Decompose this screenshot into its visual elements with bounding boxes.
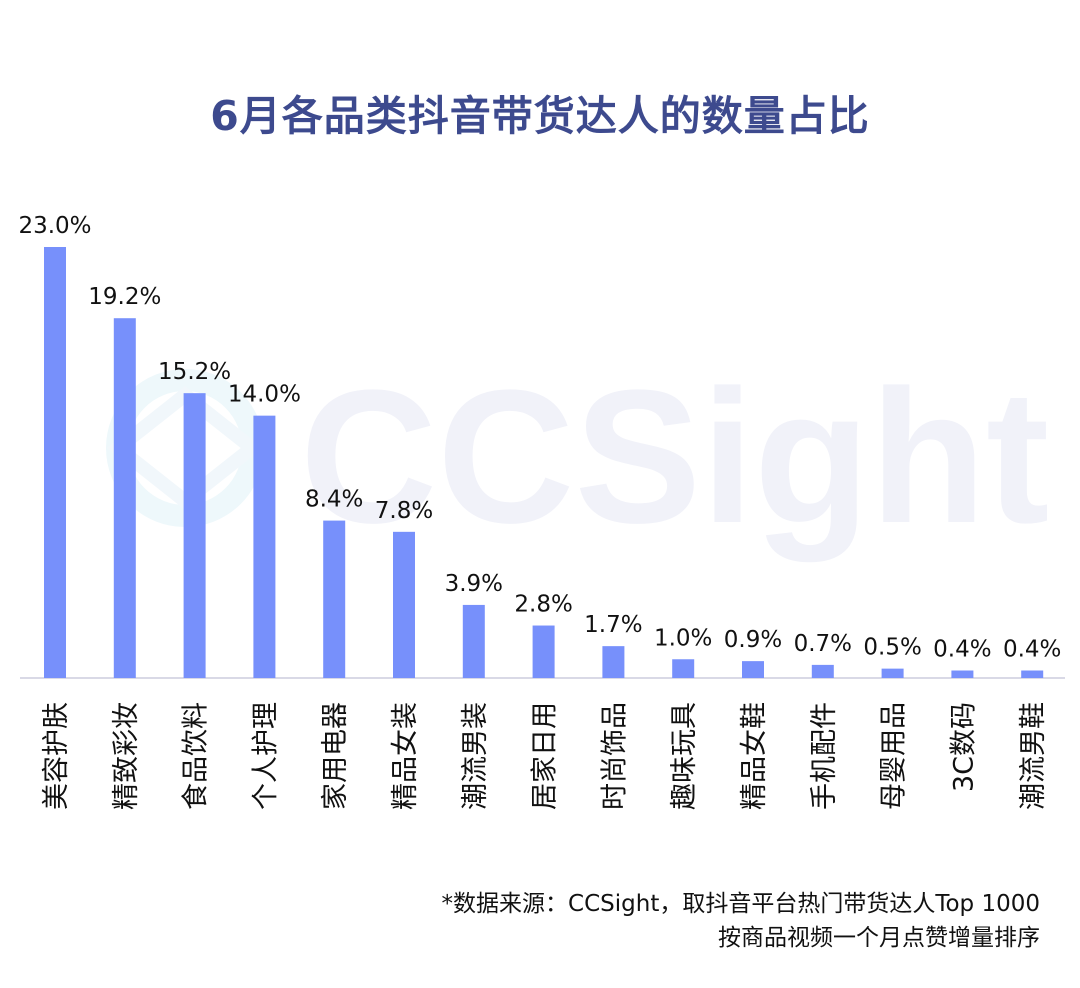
category-label-2: 精致彩妆 — [111, 702, 142, 810]
value-label-11: 0.9% — [724, 627, 782, 653]
category-label-13: 母婴用品 — [879, 702, 910, 810]
category-label-5: 家用电器 — [320, 702, 351, 810]
bar-4 — [253, 415, 276, 678]
value-label-8: 2.8% — [514, 592, 572, 618]
category-label-8: 居家日用 — [530, 702, 561, 810]
bar-11 — [742, 661, 764, 678]
chart-title: 6月各品类抖音带货达人的数量占比 — [210, 92, 870, 140]
watermark-text: CCSight — [300, 351, 1049, 563]
bar-6 — [393, 531, 415, 678]
category-label-14: 3C数码 — [948, 702, 979, 792]
value-label-5: 8.4% — [305, 487, 363, 513]
bar-10 — [672, 659, 695, 678]
bar-8 — [532, 625, 555, 678]
category-label-15: 潮流男鞋 — [1018, 702, 1049, 810]
bar-14 — [951, 670, 974, 678]
value-label-12: 0.7% — [794, 631, 852, 657]
value-label-13: 0.5% — [863, 635, 921, 661]
category-label-12: 手机配件 — [809, 702, 840, 810]
category-label-1: 美容护肤 — [41, 702, 72, 810]
category-label-4: 个人护理 — [250, 702, 281, 810]
bar-3 — [183, 393, 206, 678]
category-label-11: 精品女鞋 — [739, 702, 770, 810]
category-label-9: 时尚饰品 — [599, 702, 630, 810]
source-note-line-1: *数据来源：CCSight，取抖音平台热门带货达人Top 1000 — [441, 891, 1040, 917]
value-label-7: 3.9% — [445, 571, 503, 597]
bar-7 — [462, 604, 485, 678]
bar-1 — [44, 247, 66, 678]
bar-15 — [1021, 670, 1044, 678]
bar-2 — [113, 318, 136, 678]
bar-12 — [811, 664, 834, 678]
category-label-6: 精品女装 — [390, 702, 421, 810]
category-labels-group: 美容护肤 精致彩妆 食品饮料 个人护理 家用电器 精品女装 潮流男装 居家日用 时尚饰品 趣味玩具… — [41, 702, 1049, 810]
value-label-14: 0.4% — [933, 637, 991, 663]
bar-9 — [602, 646, 625, 678]
watermark: CCSight — [106, 351, 1049, 563]
value-label-2: 19.2% — [88, 284, 161, 310]
category-label-3: 食品饮料 — [181, 702, 212, 810]
category-label-10: 趣味玩具 — [669, 702, 700, 810]
bar-13 — [881, 668, 904, 678]
bar-5 — [323, 520, 346, 678]
bars-group — [44, 247, 1044, 678]
category-label-7: 潮流男装 — [460, 702, 491, 810]
value-label-15: 0.4% — [1003, 637, 1061, 663]
value-label-6: 7.8% — [375, 498, 433, 524]
value-label-10: 1.0% — [654, 625, 712, 651]
value-label-9: 1.7% — [584, 612, 642, 638]
value-label-3: 15.2% — [158, 359, 231, 385]
source-note-line-2: 按商品视频一个月点赞增量排序 — [718, 925, 1040, 951]
value-label-4: 14.0% — [228, 382, 301, 408]
value-labels-group: 23.0% 19.2% 15.2%14.0% 8.4% 7.8% 3.9% 2.8% 1.7%… — [18, 213, 1061, 663]
value-label-1: 23.0% — [18, 213, 91, 239]
